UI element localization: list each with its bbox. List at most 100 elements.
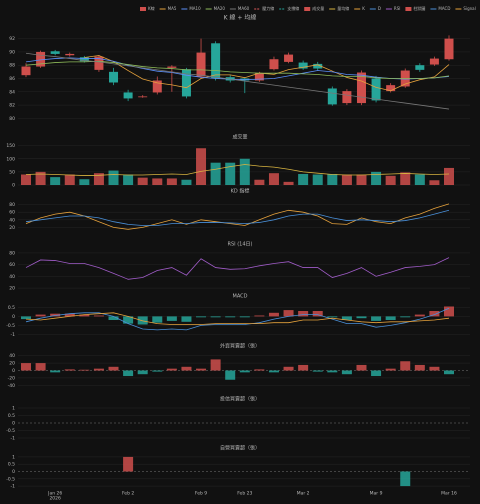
- candle-body: [269, 59, 279, 70]
- y-tick-label: 50: [9, 169, 15, 175]
- bar: [239, 316, 250, 318]
- candle-body: [386, 85, 396, 92]
- line: [25, 312, 450, 325]
- panel-title: MACD: [233, 294, 248, 300]
- bar: [371, 316, 382, 321]
- bar: [327, 316, 338, 318]
- bar: [298, 364, 309, 371]
- bar: [166, 316, 177, 321]
- bar: [268, 173, 279, 185]
- bar: [137, 177, 148, 185]
- bar: [79, 314, 90, 317]
- bar: [137, 370, 148, 375]
- candle-body: [415, 65, 425, 70]
- legend-swatch: [304, 7, 311, 11]
- candle-body: [138, 96, 148, 98]
- bar: [429, 366, 440, 371]
- bar: [210, 316, 221, 318]
- legend-label: MA5: [168, 6, 177, 11]
- y-tick-label: 0.5: [8, 462, 15, 468]
- bar: [298, 173, 309, 185]
- bar: [254, 315, 265, 317]
- bar: [123, 456, 134, 472]
- legend-swatch: [405, 7, 412, 11]
- y-tick-label: 86: [9, 76, 15, 82]
- candle-body: [371, 78, 381, 101]
- legend-label: K線: [148, 5, 155, 11]
- bar: [196, 316, 207, 318]
- bar: [93, 173, 104, 185]
- bar: [152, 178, 163, 185]
- bar: [371, 370, 382, 377]
- y-tick-label: -0.5: [6, 476, 15, 482]
- legend-label: K: [362, 6, 365, 11]
- y-tick-label: -0.5: [6, 428, 15, 434]
- bar: [123, 316, 134, 324]
- bar: [181, 316, 192, 322]
- legend-label: MA10: [189, 6, 201, 11]
- y-tick-label: 80: [9, 116, 15, 122]
- bar: [64, 174, 75, 185]
- bar: [327, 370, 338, 373]
- bar: [166, 368, 177, 371]
- legend-label: D: [378, 6, 381, 11]
- y-tick-label: 0: [12, 368, 15, 374]
- y-tick-label: 0.5: [8, 413, 15, 419]
- bar: [210, 162, 221, 185]
- bar: [298, 311, 309, 317]
- candle-body: [298, 62, 308, 69]
- x-year-label: 2026: [49, 496, 61, 501]
- line: [25, 164, 450, 176]
- candle-body: [211, 43, 221, 79]
- legend-label: 量均線: [337, 5, 349, 11]
- bar: [108, 316, 119, 320]
- bar: [93, 315, 104, 317]
- y-tick-label: 90: [9, 49, 15, 55]
- legend-label: MACD: [438, 6, 450, 11]
- bar: [254, 369, 265, 371]
- y-tick-label: 20: [9, 286, 15, 292]
- y-tick-label: -0.5: [6, 323, 15, 329]
- legend-label: 支撐線: [287, 5, 299, 11]
- candle-body: [167, 66, 177, 68]
- bar: [21, 174, 31, 185]
- candle-body: [50, 51, 60, 54]
- y-tick-label: 0.5: [8, 305, 15, 311]
- candle-body: [123, 92, 133, 99]
- candle-body: [94, 56, 104, 70]
- panel-title: 成交量: [232, 134, 247, 141]
- y-tick-label: 0: [12, 183, 15, 189]
- bar: [79, 179, 90, 185]
- y-tick-label: 20: [9, 361, 15, 367]
- bar: [21, 316, 31, 320]
- y-tick-label: 60: [9, 262, 15, 268]
- bar: [400, 471, 411, 487]
- line: [25, 57, 450, 81]
- bar: [341, 316, 352, 320]
- bar: [312, 370, 323, 372]
- candle-body: [327, 88, 337, 105]
- candle-body: [152, 80, 162, 93]
- legend-swatch: [140, 7, 146, 11]
- bar: [444, 370, 454, 375]
- bar: [210, 359, 221, 371]
- bar: [283, 366, 294, 371]
- y-tick-label: 0: [12, 469, 15, 475]
- bar: [196, 148, 207, 185]
- y-tick-label: 150: [6, 143, 15, 149]
- line: [25, 307, 450, 331]
- legend-label: 成交量: [312, 5, 324, 11]
- bar: [385, 316, 396, 320]
- y-tick-label: -1: [11, 332, 16, 338]
- line: [25, 52, 450, 110]
- bar: [225, 370, 236, 380]
- bar: [79, 369, 90, 371]
- candle-body: [65, 53, 75, 56]
- y-tick-label: 1: [12, 406, 15, 412]
- bar: [35, 171, 46, 185]
- bar: [108, 366, 119, 371]
- bar: [371, 171, 382, 185]
- bar: [283, 181, 294, 185]
- bar: [181, 179, 192, 185]
